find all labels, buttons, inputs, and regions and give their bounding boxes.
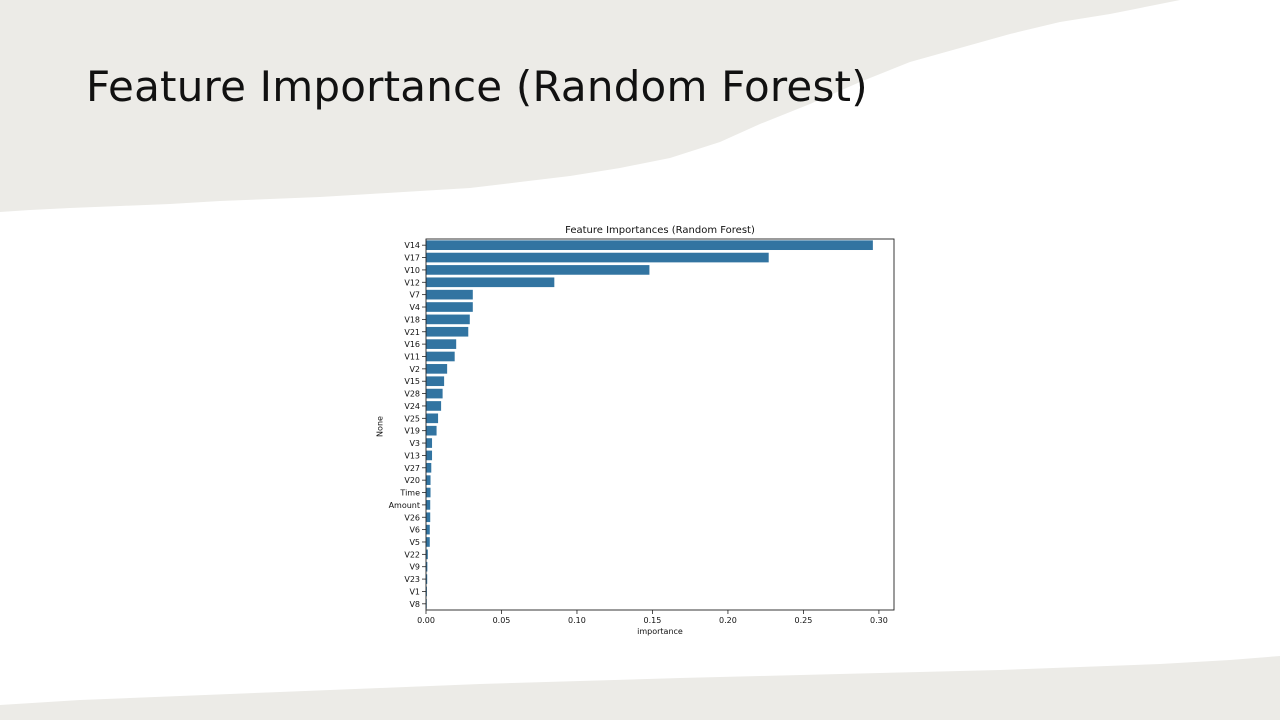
y-tick-label-time: Time (399, 489, 420, 498)
y-tick-label-v1: V1 (409, 587, 420, 596)
x-tick-label: 0.25 (795, 616, 813, 625)
y-tick-label-v14: V14 (404, 241, 420, 250)
chart-panel: V14 V17 V10 V12 V7 V4 V18 V21 V16 V11 V2 V15 V28 V24 V… (372, 220, 902, 644)
y-tick-label-v23: V23 (404, 575, 420, 584)
y-tick-label-v10: V10 (404, 266, 420, 275)
bar-time (426, 487, 431, 498)
bar-v1 (426, 586, 427, 597)
bar-v5 (426, 537, 430, 547)
y-tick-label-v25: V25 (404, 414, 420, 423)
y-tick-label-v27: V27 (404, 464, 420, 473)
bar-v11 (426, 351, 455, 362)
y-tick-label-v19: V19 (404, 427, 420, 436)
bar-v28 (426, 388, 443, 399)
bar-v25 (426, 413, 439, 424)
y-tick-label-v5: V5 (409, 538, 420, 547)
bar-v21 (426, 326, 469, 337)
bar-v4 (426, 302, 473, 312)
y-tick-label-v16: V16 (404, 340, 420, 349)
y-tick-label-v8: V8 (409, 600, 420, 609)
bar-v23 (426, 574, 428, 584)
y-tick-label-v2: V2 (409, 365, 420, 374)
chart-title: Feature Importances (Random Forest) (565, 225, 755, 236)
y-axis-label-wrap: None (372, 416, 388, 440)
y-axis-label: None (375, 416, 385, 437)
bar-v19 (426, 425, 437, 436)
bar-v12 (426, 277, 555, 288)
feature-importance-chart: V14 V17 V10 V12 V7 V4 V18 V21 V16 V11 V2 V15 V28 V24 V… (389, 238, 895, 625)
y-tick-label-v11: V11 (404, 352, 420, 361)
y-tick-label-v7: V7 (409, 291, 420, 300)
x-tick-label: 0.30 (870, 616, 888, 625)
y-tick-label-v18: V18 (404, 315, 420, 324)
x-tick-label: 0.20 (719, 616, 737, 625)
bar-v10 (426, 265, 650, 275)
bar-v26 (426, 512, 431, 523)
y-tick-label-v21: V21 (404, 328, 420, 337)
bar-v14 (426, 240, 873, 251)
bar-v13 (426, 450, 433, 461)
y-tick-label-v4: V4 (409, 303, 420, 312)
y-tick-label-v26: V26 (404, 513, 420, 522)
bar-v6 (426, 524, 430, 535)
y-tick-label-v3: V3 (409, 439, 420, 448)
slide-title: Feature Importance (Random Forest) (86, 62, 868, 111)
x-tick-label: 0.15 (644, 616, 662, 625)
y-tick-label-v9: V9 (409, 563, 420, 572)
bar-v27 (426, 462, 432, 473)
plot-frame (425, 238, 895, 611)
bar-v17 (426, 252, 769, 263)
bar-v24 (426, 401, 442, 411)
y-tick-label-v13: V13 (404, 451, 420, 460)
top-torn-paper (0, 0, 1180, 212)
bar-v9 (426, 561, 428, 572)
y-tick-label-v17: V17 (404, 254, 420, 263)
x-axis-label: importance (637, 627, 683, 636)
y-tick-label-v20: V20 (404, 476, 420, 485)
y-tick-label-amount: Amount (389, 501, 420, 510)
x-tick-label: 0.10 (568, 616, 586, 625)
y-tick-label-v15: V15 (404, 377, 420, 386)
bar-v15 (426, 376, 445, 387)
bar-v2 (426, 364, 448, 374)
y-tick-label-v12: V12 (404, 278, 420, 287)
bar-v22 (426, 549, 428, 560)
bar-v16 (426, 339, 457, 349)
bar-amount (426, 500, 431, 510)
x-tick-label: 0.05 (493, 616, 511, 625)
bar-v3 (426, 438, 433, 448)
y-tick-label-v28: V28 (404, 390, 420, 399)
y-tick-label-v6: V6 (409, 526, 420, 535)
bar-v7 (426, 289, 473, 300)
bottom-torn-paper (0, 656, 1280, 720)
y-tick-label-v24: V24 (404, 402, 420, 411)
y-tick-label-v22: V22 (404, 550, 420, 559)
bar-v20 (426, 475, 431, 485)
bar-v18 (426, 314, 470, 325)
x-tick-label: 0.00 (417, 616, 435, 625)
